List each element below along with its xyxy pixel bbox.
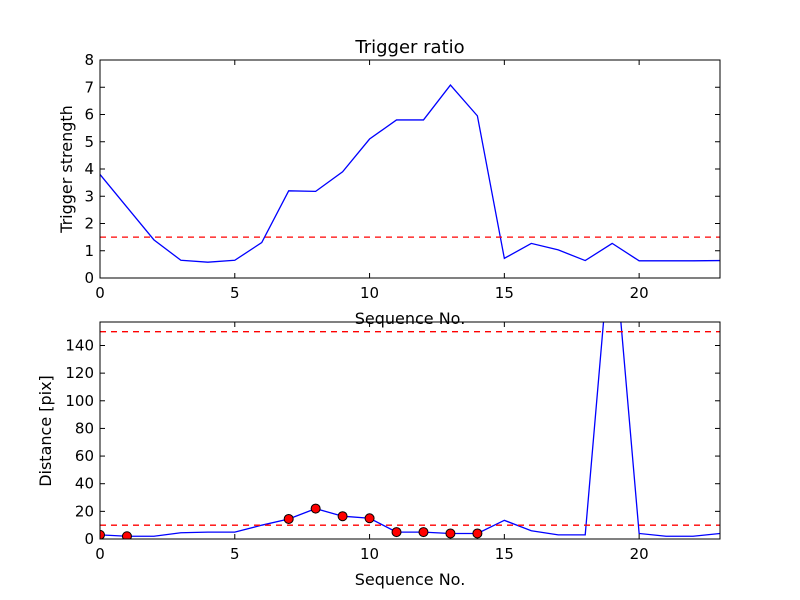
bottom-chart-y-tick-label: 60 [75, 447, 94, 465]
bottom-chart-y-tick-label: 0 [84, 530, 94, 548]
top-chart-title: Trigger ratio [354, 37, 464, 58]
bottom-chart-x-tick-label: 15 [495, 545, 514, 563]
bottom-chart-series-line [100, 322, 720, 537]
bottom-chart-marker-point [391, 527, 402, 538]
bottom-chart-y-tick-label: 80 [75, 419, 94, 437]
bottom-chart-marker-point [472, 528, 483, 539]
bottom-chart: 0 5 10 15 20 0 20 40 60 80 100 120 140 [65, 321, 721, 563]
bottom-chart-marker-point [283, 513, 294, 524]
bottom-chart-y-tick-label: 120 [65, 364, 94, 382]
bottom-chart-x-axis-label: Sequence No. [355, 570, 466, 589]
top-chart: 0 5 10 15 20 0 1 2 3 4 5 6 7 8 [84, 51, 721, 302]
top-chart-y-tick-label: 2 [84, 215, 94, 233]
top-chart-y-tick-label: 7 [84, 78, 94, 96]
bottom-chart-x-tick-label: 10 [360, 545, 379, 563]
top-chart-y-tick-label: 5 [84, 133, 94, 151]
bottom-chart-plot-area [100, 322, 720, 539]
top-chart-y-axis-label: Trigger strength [57, 105, 76, 234]
top-chart-y-tick-label: 4 [84, 160, 94, 178]
top-chart-x-tick-label: 10 [360, 284, 379, 302]
top-chart-y-tick-label: 1 [84, 242, 94, 260]
bottom-chart-y-tick-label: 40 [75, 475, 94, 493]
bottom-chart-marker-point [364, 513, 375, 524]
bottom-chart-marker-point [121, 531, 132, 539]
bottom-chart-x-tick-label: 20 [630, 545, 649, 563]
bottom-chart-marker-point [445, 528, 456, 539]
top-chart-y-tick-label: 8 [84, 51, 94, 69]
bottom-chart-marker-point [100, 529, 105, 539]
bottom-chart-marker-point [310, 503, 321, 514]
bottom-chart-x-tick-label: 5 [230, 545, 240, 563]
top-chart-y-tick-label: 0 [84, 269, 94, 287]
top-chart-plot-area [100, 84, 720, 263]
top-chart-x-axis-label: Sequence No. [355, 309, 466, 328]
top-chart-x-tick-label: 20 [630, 284, 649, 302]
bottom-chart-axes-frame [99, 321, 721, 540]
bottom-chart-y-axis-label: Distance [pix] [36, 375, 55, 487]
bottom-chart-x-tick-label: 0 [95, 545, 105, 563]
top-chart-y-tick-label: 6 [84, 106, 94, 124]
top-chart-y-tick-label: 3 [84, 187, 94, 205]
top-chart-series-line [100, 84, 720, 263]
bottom-chart-marker-point [337, 511, 348, 522]
top-chart-x-tick-label: 5 [230, 284, 240, 302]
bottom-chart-y-tick-label: 100 [65, 392, 94, 410]
bottom-chart-marker-point [418, 527, 429, 538]
bottom-chart-y-tick-label: 140 [65, 336, 94, 354]
bottom-chart-y-tick-label: 20 [75, 502, 94, 520]
top-chart-x-tick-label: 15 [495, 284, 514, 302]
top-chart-x-tick-label: 0 [95, 284, 105, 302]
